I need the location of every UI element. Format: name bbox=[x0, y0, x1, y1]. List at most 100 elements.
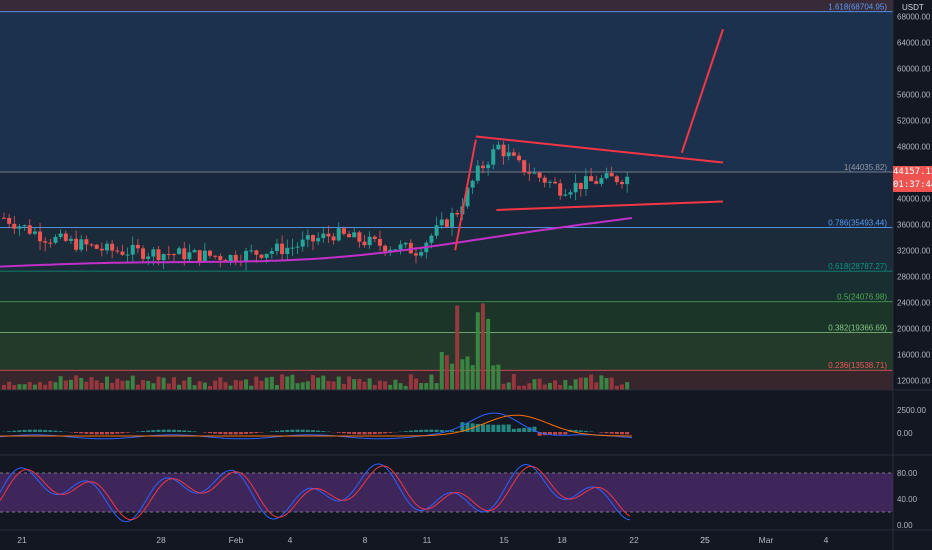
volume-bar bbox=[89, 377, 94, 390]
macd-bar bbox=[352, 432, 357, 435]
volume-bar bbox=[38, 382, 43, 390]
volume-bar bbox=[517, 385, 521, 390]
macd-bar bbox=[372, 432, 377, 435]
macd-bar bbox=[609, 432, 614, 434]
candle-body bbox=[177, 248, 182, 255]
macd-bar bbox=[465, 422, 470, 432]
macd-bar bbox=[161, 429, 166, 432]
volume-bar bbox=[568, 385, 573, 390]
candle-body bbox=[182, 248, 187, 260]
candle-body bbox=[58, 233, 63, 237]
price-tick-7: 40000.00 bbox=[897, 194, 931, 203]
stoch-tick-0: 80.00 bbox=[897, 469, 918, 478]
volume-bar bbox=[269, 376, 274, 390]
fib-label-0: 1.618(68704.95) bbox=[828, 3, 887, 12]
volume-bar bbox=[290, 374, 295, 390]
candle-body bbox=[352, 232, 357, 238]
macd-bar bbox=[233, 432, 238, 435]
price-tick-2: 60000.00 bbox=[897, 64, 931, 73]
volume-bar bbox=[311, 375, 315, 390]
macd-bar bbox=[383, 432, 388, 434]
volume-bar bbox=[208, 385, 212, 390]
volume-bar bbox=[295, 383, 300, 390]
candle-body bbox=[589, 176, 594, 182]
volume-bar bbox=[120, 380, 125, 390]
macd-bar bbox=[32, 429, 37, 432]
fib-label-4: 0.5(24076.98) bbox=[837, 293, 887, 302]
volume-bar bbox=[58, 376, 63, 390]
candle-body bbox=[316, 238, 321, 242]
candle-body bbox=[125, 254, 130, 256]
candle-body bbox=[68, 238, 73, 241]
candle-body bbox=[450, 212, 455, 227]
macd-bar bbox=[403, 431, 408, 432]
time-tick-3: Feb bbox=[229, 535, 244, 545]
candle-body bbox=[244, 250, 249, 263]
volume-bar bbox=[228, 385, 233, 390]
candle-body bbox=[269, 251, 274, 254]
macd-bar bbox=[532, 426, 537, 432]
macd-bar bbox=[151, 430, 156, 432]
volume-bar bbox=[408, 374, 413, 390]
volume-bar bbox=[558, 384, 563, 390]
candle-body bbox=[573, 182, 578, 193]
volume-bar bbox=[300, 382, 305, 390]
macd-bar bbox=[455, 431, 460, 432]
volume-bar bbox=[316, 377, 321, 390]
volume-bar bbox=[233, 380, 238, 390]
candle-body bbox=[362, 241, 367, 246]
macd-bar bbox=[316, 430, 321, 432]
macd-bar bbox=[480, 424, 485, 432]
candle-body bbox=[594, 181, 599, 184]
candle-body bbox=[22, 225, 27, 227]
candle-body bbox=[305, 235, 310, 240]
volume-bar bbox=[424, 383, 429, 390]
candle-body bbox=[625, 176, 630, 185]
volume-bar bbox=[171, 377, 176, 390]
candle-body bbox=[43, 241, 48, 243]
macd-bar bbox=[110, 432, 115, 435]
candle-body bbox=[465, 187, 470, 207]
price-tick-1: 64000.00 bbox=[897, 38, 931, 47]
volume-bar bbox=[223, 382, 228, 390]
fib-label-6: 0.236(13538.71) bbox=[828, 361, 887, 370]
macd-bar bbox=[589, 431, 594, 432]
macd-bar bbox=[53, 430, 58, 432]
volume-bars bbox=[2, 303, 630, 390]
volume-bar bbox=[434, 383, 439, 390]
candle-body bbox=[393, 249, 398, 251]
volume-bar bbox=[496, 364, 501, 390]
volume-bar bbox=[125, 380, 130, 390]
trendline-2 bbox=[496, 200, 724, 211]
macd-bar bbox=[228, 432, 233, 435]
macd-tick-1: 0.00 bbox=[897, 429, 913, 438]
candle-body bbox=[264, 253, 269, 258]
volume-bar bbox=[480, 303, 485, 390]
candle-body bbox=[341, 228, 346, 234]
trendline-0 bbox=[454, 139, 477, 251]
candle-body bbox=[357, 232, 362, 242]
candle-body bbox=[599, 178, 604, 184]
macd-bar bbox=[238, 432, 243, 435]
volume-bar bbox=[506, 382, 511, 390]
volume-bar bbox=[542, 384, 547, 390]
macd-bar bbox=[146, 430, 151, 432]
volume-bar bbox=[135, 384, 140, 390]
candle-body bbox=[578, 182, 583, 190]
macd-bar bbox=[105, 432, 109, 435]
volume-bar bbox=[48, 381, 53, 390]
macd-bar bbox=[414, 430, 418, 432]
candle-body bbox=[434, 225, 439, 236]
volume-bar bbox=[625, 382, 630, 390]
candle-body bbox=[290, 247, 295, 249]
macd-bar bbox=[517, 428, 521, 432]
macd-bar bbox=[269, 431, 274, 432]
macd-bar bbox=[511, 428, 516, 432]
volume-bar bbox=[347, 376, 352, 390]
macd-bar bbox=[604, 432, 609, 434]
macd-bar bbox=[182, 430, 187, 432]
price-tick-0: 68000.00 bbox=[897, 12, 931, 21]
candle-body bbox=[63, 233, 68, 241]
macd-bar bbox=[620, 432, 624, 435]
